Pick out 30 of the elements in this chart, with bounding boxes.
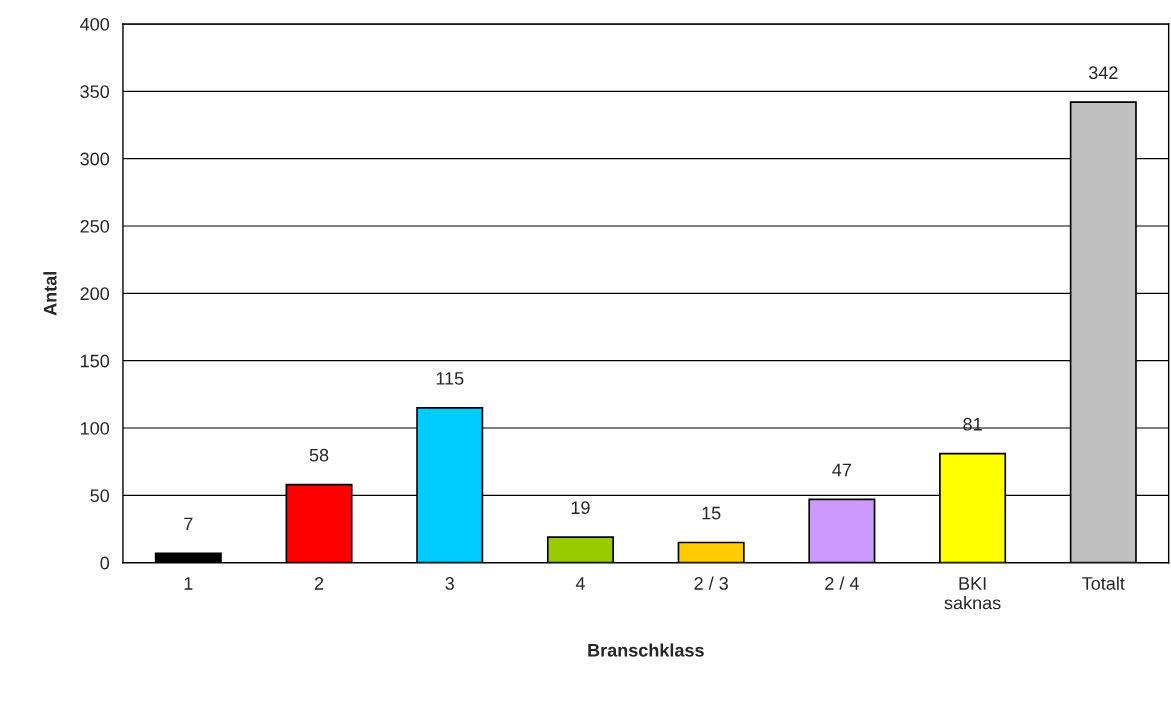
y-tick-label: 100: [81, 421, 110, 435]
x-tick-label: 2 / 4: [825, 576, 859, 590]
bar: [154, 552, 222, 563]
data-label: 342: [1088, 66, 1118, 80]
y-tick-label: 200: [80, 287, 110, 301]
bar: [546, 536, 614, 563]
bar: [677, 541, 745, 563]
x-tick-label: 2 / 3: [694, 576, 728, 590]
x-tick-label: 2: [314, 577, 324, 590]
y-tick-label: 50: [90, 489, 110, 503]
data-label: 19: [571, 501, 590, 515]
y-tick-label: 400: [80, 17, 110, 31]
x-tick-label: 1: [184, 577, 193, 590]
y-axis-title: Antal: [43, 272, 57, 316]
x-tick-label: BKI saknas: [944, 577, 1001, 610]
x-axis-title: Branschklass: [588, 643, 704, 657]
y-tick-label: 150: [81, 354, 110, 368]
y-tick-label: 300: [80, 152, 110, 166]
x-tick-label: 4: [575, 577, 585, 590]
data-label: 115: [436, 372, 464, 385]
data-label: 7: [184, 517, 193, 531]
data-label: 58: [309, 448, 329, 462]
y-tick-label: 350: [80, 85, 110, 99]
data-label: 47: [832, 463, 852, 477]
y-tick-label: 250: [80, 219, 110, 233]
x-tick-label: 3: [445, 577, 454, 590]
y-tick-label: 0: [100, 556, 110, 570]
data-label: 15: [702, 506, 721, 520]
x-tick-label: Totalt: [1082, 576, 1125, 590]
bar: [808, 498, 876, 563]
